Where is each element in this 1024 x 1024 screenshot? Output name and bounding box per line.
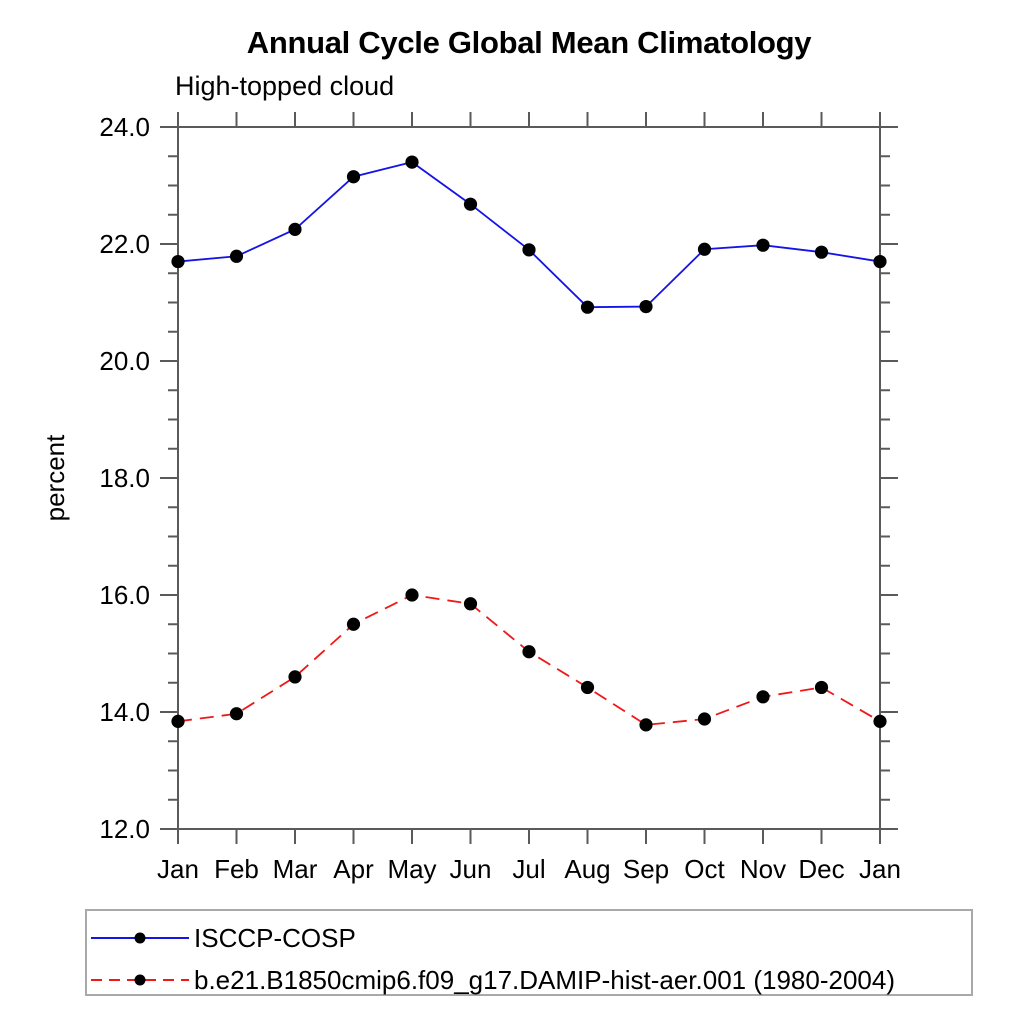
data-point-marker-0-Jan [171,254,185,269]
chart-title: Annual Cycle Global Mean Climatology [246,25,812,60]
legend-marker-dot-icon [134,974,146,986]
x-tick-label: Feb [214,854,259,884]
data-point-marker-0-Jan [873,254,887,269]
chart-subtitle: High-topped cloud [175,71,395,101]
y-tick-label: 14.0 [99,697,150,727]
data-point-marker-0-Aug [580,300,595,314]
y-tick-label: 12.0 [99,814,150,844]
y-tick-label: 20.0 [99,346,150,376]
series-line-1 [177,594,881,726]
data-point-marker-1-Oct [697,712,712,726]
y-tick-label: 18.0 [99,463,150,493]
data-point-marker-1-Nov [756,690,770,704]
data-point-marker-1-Apr [346,617,361,631]
data-point-marker-0-Jun [463,197,478,211]
x-tick-label: May [387,854,436,884]
data-point-marker-1-Jun [463,597,478,611]
data-point-marker-0-Jul [522,243,536,257]
data-point-marker-1-Aug [580,680,595,695]
x-tick-label: Jan [157,854,199,884]
data-point-marker-0-Feb [229,249,244,263]
data-point-marker-0-Oct [697,242,712,256]
x-tick-label: Dec [798,854,844,884]
x-tick-label: Jun [450,854,492,884]
y-tick-label: 22.0 [99,229,150,259]
data-point-marker-0-Sep [639,299,653,314]
x-tick-label: Oct [684,854,725,884]
data-point-marker-1-Jan [873,714,887,728]
data-point-marker-0-Mar [288,222,302,236]
data-point-marker-1-Feb [229,707,244,721]
data-point-marker-0-May [405,155,419,169]
data-point-marker-0-Nov [756,238,770,252]
x-tick-label: Nov [740,854,786,884]
x-tick-label: Sep [623,854,669,884]
x-tick-label: Mar [273,854,318,884]
data-point-marker-1-Jul [522,645,536,659]
legend-label-isccp-cosp: ISCCP-COSP [194,922,356,953]
legend-item-isccp-cosp: ISCCP-COSP [89,923,356,953]
data-point-marker-0-Apr [346,170,361,184]
x-tick-label: Jul [512,854,545,884]
x-tick-label: Aug [564,854,610,884]
legend-line-sample-solid [91,932,189,944]
y-tick-label: 24.0 [99,112,150,142]
legend: ISCCP-COSP b.e21.B1850cmip6.f09_g17.DAMI… [85,909,973,996]
plot-frame [177,126,881,830]
y-axis-label: percent [40,434,70,521]
legend-line-sample-dashed [91,974,189,986]
legend-item-model: b.e21.B1850cmip6.f09_g17.DAMIP-hist-aer.… [89,965,895,995]
x-tick-label: Apr [333,854,374,884]
data-point-marker-1-Dec [814,680,829,695]
data-point-marker-0-Dec [814,245,829,259]
data-point-marker-1-Sep [639,718,653,732]
y-tick-label: 16.0 [99,580,150,610]
legend-marker-dot-icon [134,932,146,944]
x-tick-label: Jan [859,854,901,884]
data-point-marker-1-May [405,588,419,602]
legend-label-model: b.e21.B1850cmip6.f09_g17.DAMIP-hist-aer.… [194,964,895,995]
data-point-marker-1-Mar [288,670,302,684]
data-point-marker-1-Jan [171,714,185,728]
series-line-0 [177,161,881,309]
